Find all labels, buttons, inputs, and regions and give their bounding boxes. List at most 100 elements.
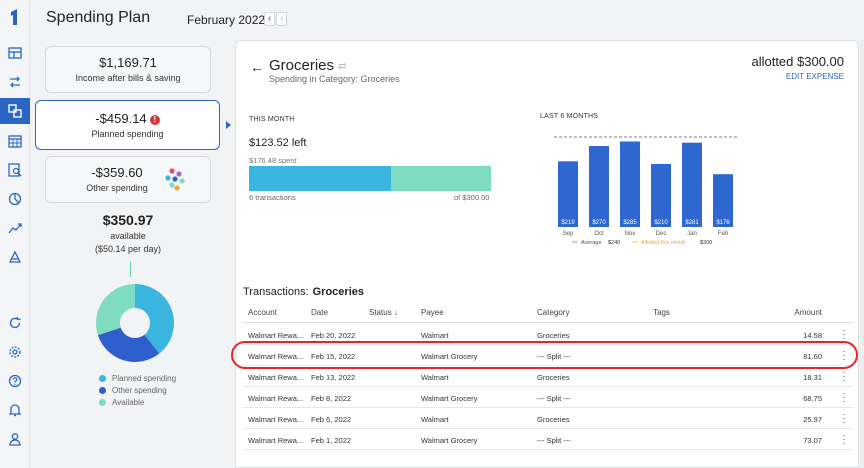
allotted-amount: allotted $300.00 xyxy=(751,54,844,69)
amount-cell: 81.60 xyxy=(803,352,822,361)
chart-bar xyxy=(558,161,578,227)
bar-value-label: $281 xyxy=(685,220,699,226)
date-cell: Feb 1, 2022 xyxy=(311,436,352,445)
repeat-icon: ⇄ xyxy=(338,61,347,72)
last-six-months-chart: $219 Sep $270 Oct $285 Nov $210 Dec $281 Jan $176 F… xyxy=(554,136,737,246)
available-label: available xyxy=(110,231,146,241)
logo-icon[interactable] xyxy=(8,8,22,26)
other-spending-card[interactable]: -$359.60 Other spending xyxy=(45,156,211,203)
col-date[interactable]: Date xyxy=(311,308,328,317)
table-row[interactable]: Walmart Rewa... Feb 13, 2022 Walmart Grocer… xyxy=(243,366,853,387)
scrollbar[interactable] xyxy=(860,40,864,468)
amount-left: $123.52 left xyxy=(249,137,307,149)
date-cell: Feb 15, 2022 xyxy=(311,352,356,361)
account-cell: Walmart Rewa... xyxy=(248,331,304,340)
chart-bar xyxy=(651,164,671,227)
payee-cell: Walmart xyxy=(421,331,449,340)
refresh-icon[interactable] xyxy=(5,313,25,333)
investments-icon[interactable] xyxy=(5,247,25,267)
warning-icon: ! xyxy=(149,115,160,125)
more-options-icon[interactable]: · · · xyxy=(842,430,846,449)
category-cell: Groceries xyxy=(537,373,570,382)
col-amount[interactable]: Amount xyxy=(794,308,822,317)
month-tick-label: Jan xyxy=(687,231,697,237)
planned-label: Planned spending xyxy=(91,129,164,139)
payee-cell: Walmart xyxy=(421,373,449,382)
category-detail-panel xyxy=(235,40,859,468)
edit-expense-link[interactable]: EDIT EXPENSE xyxy=(785,72,844,81)
amount-cell: 68.75 xyxy=(803,394,822,403)
next-month-button[interactable]: › xyxy=(276,12,287,26)
profile-icon[interactable] xyxy=(5,429,25,449)
donut-legend: Planned spending Other spending Availabl… xyxy=(99,372,176,408)
category-subtitle: Spending in Category: Groceries xyxy=(269,74,400,84)
income-label: Income after bills & saving xyxy=(75,73,181,83)
page-title: Spending Plan xyxy=(46,9,151,26)
payee-cell: Walmart Grocery xyxy=(421,394,478,403)
more-options-icon[interactable]: · · · xyxy=(842,367,846,386)
this-month-heading: THIS MONTH xyxy=(249,116,295,123)
last-six-months-heading: LAST 6 MONTHS xyxy=(540,113,599,120)
category-cell: --- Split --- xyxy=(537,352,571,361)
more-options-icon[interactable]: · · · xyxy=(842,325,846,344)
col-category[interactable]: Category xyxy=(537,308,570,317)
bar-value-label: $270 xyxy=(592,220,606,226)
reports-icon[interactable] xyxy=(5,160,25,180)
legend-planned: Planned spending xyxy=(99,372,176,384)
budget-progress-bar xyxy=(249,166,491,191)
settings-icon[interactable] xyxy=(5,342,25,362)
account-cell: Walmart Rewa... xyxy=(248,415,304,424)
category-cell: Groceries xyxy=(537,415,570,424)
budget-total: of $300.00 xyxy=(454,193,490,202)
highlight-annotation xyxy=(231,341,858,369)
help-icon[interactable] xyxy=(5,371,25,391)
donut-pointer xyxy=(130,262,131,277)
amount-cell: 18.31 xyxy=(803,373,822,382)
back-arrow-icon[interactable]: ← xyxy=(250,59,264,75)
legend-available: Available xyxy=(99,396,176,408)
income-card[interactable]: $1,169.71 Income after bills & saving xyxy=(45,46,211,93)
notifications-icon[interactable] xyxy=(5,400,25,420)
planned-spending-card[interactable]: -$459.14! Planned spending xyxy=(35,100,220,150)
spending-plan-icon[interactable] xyxy=(0,98,30,124)
more-options-icon[interactable]: · · · xyxy=(842,388,846,407)
table-row[interactable]: Walmart Rewa... Feb 20, 2022 Walmart Grocer… xyxy=(243,324,853,345)
col-status[interactable]: Status ↓ xyxy=(369,308,398,317)
trending-icon[interactable] xyxy=(5,218,25,238)
table-row[interactable]: Walmart Rewa... Feb 1, 2022 Walmart Grocer… xyxy=(243,429,853,450)
account-cell: Walmart Rewa... xyxy=(248,352,304,361)
col-tags[interactable]: Tags xyxy=(653,308,670,317)
table-header: Account Date Status ↓ Payee Category Tag… xyxy=(243,305,853,323)
pie-icon[interactable] xyxy=(5,189,25,209)
budget-progress-fill xyxy=(249,166,392,191)
transfer-icon[interactable] xyxy=(5,72,25,92)
dashboard-icon[interactable] xyxy=(5,43,25,63)
average-legend-value: $240 xyxy=(608,240,620,246)
month-tick-label: Sep xyxy=(563,231,574,237)
average-legend-label: Average xyxy=(581,240,601,246)
table-row[interactable]: Walmart Rewa... Feb 6, 2022 Walmart Groceri… xyxy=(243,408,853,429)
bar-value-label: $210 xyxy=(654,220,668,226)
amount-spent: $176.48 spent xyxy=(249,156,297,165)
bar-value-label: $176 xyxy=(716,220,730,226)
date-cell: Feb 13, 2022 xyxy=(311,373,356,382)
payee-cell: Walmart Grocery xyxy=(421,436,478,445)
month-tick-label: Feb xyxy=(718,231,729,237)
prev-month-button[interactable]: ‹ xyxy=(264,12,275,26)
month-tick-label: Oct xyxy=(594,231,604,237)
category-cell: --- Split --- xyxy=(537,394,571,403)
spending-donut-chart xyxy=(96,284,174,362)
category-cell: --- Split --- xyxy=(537,436,571,445)
transaction-count: 6 transactions xyxy=(249,193,296,202)
transactions-heading: Transactions: Groceries xyxy=(243,286,364,298)
more-options-icon[interactable]: · · · xyxy=(842,409,846,428)
col-account[interactable]: Account xyxy=(248,308,277,317)
col-payee[interactable]: Payee xyxy=(421,308,444,317)
chart-bar xyxy=(589,146,609,227)
selected-caret-icon xyxy=(226,121,231,129)
calendar-icon[interactable] xyxy=(5,131,25,151)
table-row[interactable]: Walmart Rewa... Feb 8, 2022 Walmart Grocer… xyxy=(243,387,853,408)
payee-cell: Walmart Grocery xyxy=(421,352,478,361)
donut-slice-planned xyxy=(135,284,174,354)
month-tick-label: Dec xyxy=(656,231,667,237)
